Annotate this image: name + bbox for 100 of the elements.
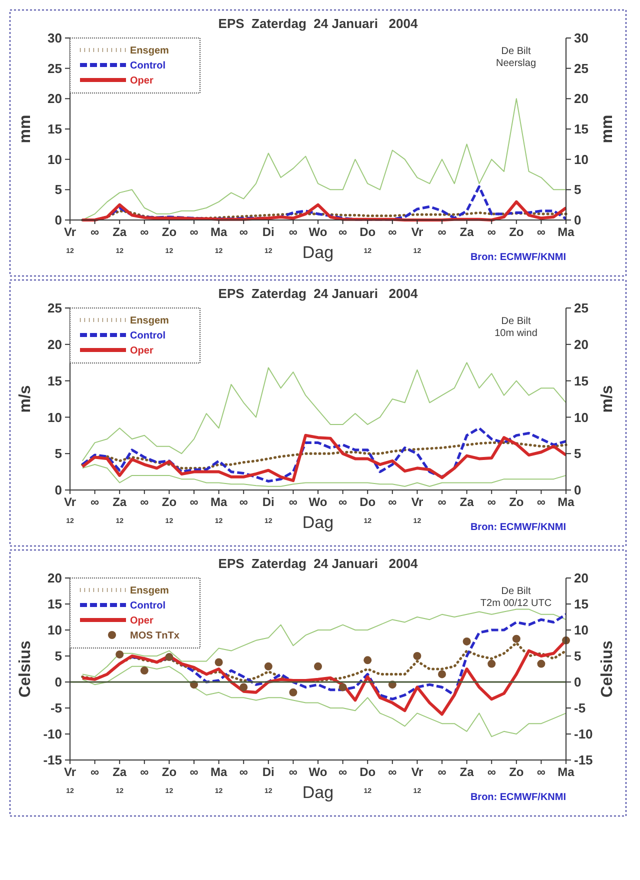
x-tick-label: Do 12 xyxy=(360,495,376,525)
x-tick-label: Ma 12 xyxy=(210,495,228,525)
x-tick-label: Wo xyxy=(308,225,328,239)
x-tick-label: ∞ xyxy=(438,765,447,779)
y-tick-label: 20 xyxy=(48,91,62,106)
x-tick-label: Do 12 xyxy=(360,765,376,795)
x-tick-label: Vr 12 xyxy=(64,225,76,255)
y2-axis-title: m/s xyxy=(599,385,616,413)
point xyxy=(240,683,248,692)
y-tick-label: 5 xyxy=(54,446,62,462)
point xyxy=(364,656,372,664)
text: Bron: ECMWF/KNMI xyxy=(470,522,566,533)
x-tick-label: ∞ xyxy=(90,495,100,509)
y-axis-title: Celsius xyxy=(17,640,34,698)
x-tick-label: ∞ xyxy=(487,765,496,779)
x-tick-label: Di 12 xyxy=(262,765,274,795)
chart-title: EPS Zaterdag 24 Januari 2004 xyxy=(218,16,418,31)
point xyxy=(165,653,174,662)
x-tick-label: ∞ xyxy=(90,765,100,779)
x-tick-label: ∞ xyxy=(239,495,248,509)
line-series xyxy=(82,608,566,678)
x-tick-label: Za 12 xyxy=(112,765,127,795)
y2-tick-label: 5 xyxy=(574,648,582,664)
x-tick-label: Zo xyxy=(509,495,524,509)
annotation: De Bilt Neerslag xyxy=(496,46,536,69)
point xyxy=(512,634,520,643)
y2-tick-label: 15 xyxy=(574,373,588,388)
x-tick-label: Zo 12 xyxy=(162,765,177,795)
legend-label: Oper xyxy=(130,76,154,86)
x-tick-label: ∞ xyxy=(190,765,199,779)
y-tick-label: 15 xyxy=(48,122,62,137)
y-tick-label: 30 xyxy=(48,30,62,46)
x-tick-label: ∞ xyxy=(388,495,398,509)
y-tick-label: -15 xyxy=(43,752,62,768)
y-axis-title: m/s xyxy=(17,385,34,413)
x-tick-label: Vr 12 xyxy=(64,765,76,795)
x-tick-label: ∞ xyxy=(190,495,199,509)
x-tick-label: Ma 12 xyxy=(210,765,228,795)
x-axis-title: Dag xyxy=(302,513,334,532)
point xyxy=(338,683,347,692)
y2-tick-label: 10 xyxy=(574,152,588,167)
y-tick-label: 0 xyxy=(54,212,62,228)
y2-tick-label: 5 xyxy=(574,182,582,198)
point xyxy=(537,660,546,668)
chart-title: EPS Zaterdag 24 Januari 2004 xyxy=(218,286,418,301)
line-series xyxy=(80,200,568,222)
legend-label: Oper xyxy=(130,616,154,626)
point xyxy=(413,652,422,660)
x-tick-label: Vr 12 xyxy=(411,495,424,525)
x-tick-label: Vr 12 xyxy=(411,765,424,795)
x-tick-label: Do 12 xyxy=(360,225,376,255)
x-tick-label: ∞ xyxy=(190,225,199,239)
x-tick-label: ∞ xyxy=(438,225,447,239)
text: Bron: ECMWF/KNMI xyxy=(470,252,566,263)
x-tick-label: Za 12 xyxy=(112,225,127,255)
x-tick-label: Wo xyxy=(308,765,328,779)
y-axis-title: mm xyxy=(17,114,34,144)
point xyxy=(116,650,124,658)
annotation: De Bilt 10m wind xyxy=(494,316,538,339)
y2-tick-label: 0 xyxy=(574,482,582,498)
x-tick-label: Di 12 xyxy=(262,225,274,255)
y2-tick-label: 0 xyxy=(574,674,582,690)
y2-tick-label: 10 xyxy=(574,622,588,638)
line-series xyxy=(82,362,566,462)
annotation: De Bilt T2m 00/12 UTC xyxy=(480,586,552,609)
legend-label: Control xyxy=(130,330,166,342)
x-axis-title: Dag xyxy=(302,243,334,262)
x-tick-label: ∞ xyxy=(288,765,298,779)
line-series xyxy=(130,613,568,700)
y2-tick-label: 10 xyxy=(574,410,588,425)
y2-tick-label: 20 xyxy=(574,570,588,586)
y-tick-label: 5 xyxy=(54,182,62,198)
x-tick-label: ∞ xyxy=(140,495,150,509)
x-tick-label: Zo 12 xyxy=(162,225,177,255)
x-tick-label: Ma 12 xyxy=(210,225,228,255)
line-series xyxy=(82,464,566,487)
y-tick-label: 10 xyxy=(48,152,62,167)
x-axis-title: Dag xyxy=(302,783,334,802)
x-tick-label: Za 12 xyxy=(112,495,127,525)
x-tick-label: ∞ xyxy=(487,225,496,239)
y2-tick-label: 20 xyxy=(574,91,588,106)
legend-label: Oper xyxy=(130,346,154,356)
x-tick-label: ∞ xyxy=(288,225,298,239)
point xyxy=(488,660,496,668)
x-tick-label: ∞ xyxy=(239,765,248,779)
x-tick-label: Zo xyxy=(509,765,524,779)
x-tick-label: Za xyxy=(460,225,474,239)
x-tick-label: ∞ xyxy=(438,495,447,509)
x-tick-label: ∞ xyxy=(388,765,398,779)
x-tick-label: Za xyxy=(460,495,474,509)
x-tick-label: ∞ xyxy=(288,495,298,509)
y-tick-label: -5 xyxy=(50,700,62,716)
y2-axis-title: Celsius xyxy=(599,640,616,698)
x-tick-label: ∞ xyxy=(487,495,496,509)
legend-label: Control xyxy=(130,60,166,72)
x-tick-label: ∞ xyxy=(388,225,398,239)
point xyxy=(314,662,322,670)
y2-tick-label: 20 xyxy=(574,336,588,352)
text: Bron: ECMWF/KNMI xyxy=(470,792,566,803)
x-tick-label: ∞ xyxy=(140,765,150,779)
